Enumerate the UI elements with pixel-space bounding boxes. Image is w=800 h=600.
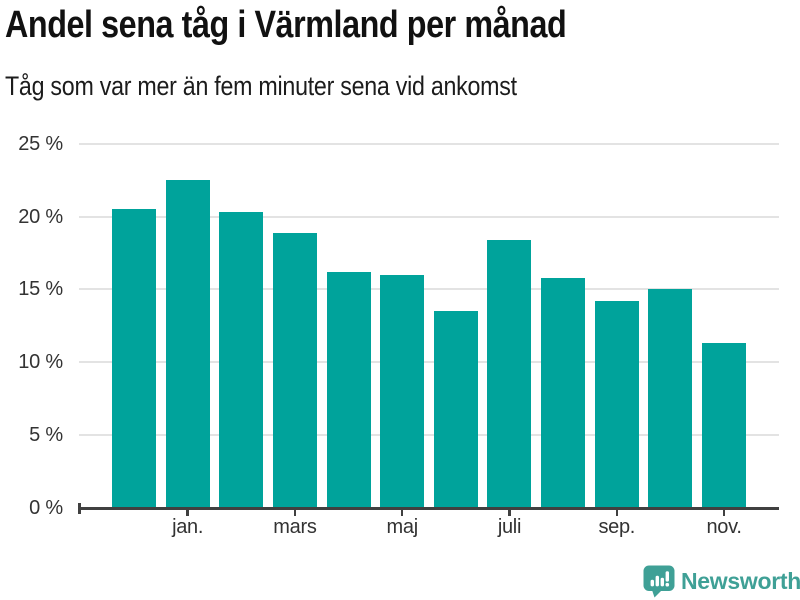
page-title: Andel sena tåg i Värmland per månad [5, 4, 567, 46]
bar-maj [380, 274, 425, 508]
y-gridline [79, 215, 779, 218]
bar-dec [112, 209, 156, 508]
x-axis-tick [400, 509, 404, 516]
bar-jan [165, 180, 210, 508]
y-gridline [79, 288, 779, 291]
x-axis-tick-label: nov. [706, 516, 742, 538]
bar-nov [702, 343, 747, 508]
x-axis-tick-label: jan. [172, 516, 204, 538]
x-axis-tick [615, 509, 618, 516]
x-axis-tick-label: mars [273, 516, 317, 538]
bar-aug [541, 277, 586, 508]
y-axis-tick-label: 25 % [18, 132, 63, 155]
y-axis-tick-label: 20 % [18, 205, 63, 228]
y-gridline [79, 361, 779, 364]
y-axis-tick-label: 15 % [18, 278, 63, 301]
bar-chart-speech-bubble-icon [643, 565, 676, 598]
bar-juli [487, 239, 532, 508]
x-axis-tick [508, 509, 511, 516]
bar-sep [594, 301, 639, 508]
bar-juni [433, 311, 478, 508]
bar-okt [648, 289, 693, 508]
y-gridline [79, 434, 779, 437]
x-axis-tick [722, 509, 726, 516]
y-axis-tick-label: 5 % [29, 424, 63, 447]
newsworthy-logo[interactable]: Newsworthy [643, 565, 800, 598]
x-axis-start-tick [78, 503, 81, 514]
y-axis-tick-label: 0 % [29, 497, 63, 519]
y-gridline [79, 142, 779, 145]
page-subtitle: Tåg som var mer än fem minuter sena vid … [5, 71, 517, 101]
brand-wordmark: Newsworthy [681, 568, 800, 594]
x-axis-tick [293, 509, 297, 516]
x-axis-tick-label: juli [497, 516, 522, 538]
bar-feb [219, 212, 264, 508]
bar-mars [272, 232, 317, 508]
x-axis-tick [186, 509, 189, 516]
bar-apr [326, 271, 371, 508]
y-axis-tick-label: 10 % [18, 351, 63, 374]
x-axis-line [79, 506, 779, 510]
x-axis-tick-label: maj [386, 516, 419, 538]
x-axis-tick-label: sep. [598, 516, 636, 538]
